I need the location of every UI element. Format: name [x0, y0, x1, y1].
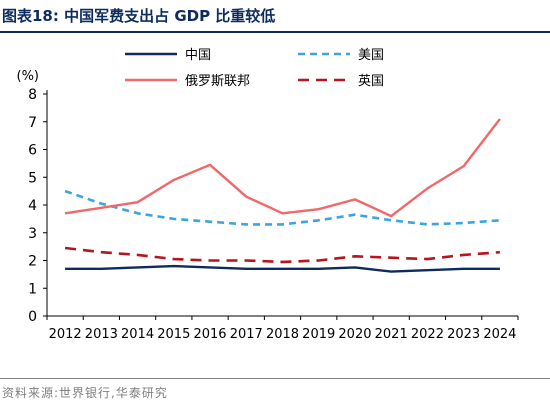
figure-title: 图表18: 中国军费支出占 GDP 比重较低 [2, 7, 276, 25]
series-line [65, 264, 500, 273]
y-axis-unit-label: (%) [17, 69, 40, 84]
series-line [64, 246, 500, 264]
x-tick-label: 2022 [411, 327, 444, 342]
series-line [64, 189, 500, 226]
x-tick-label: 2021 [375, 327, 408, 342]
x-tick-label: 2024 [483, 327, 516, 342]
source-note: 资料来源:世界银行,华泰研究 [2, 386, 168, 400]
y-tick-label: 0 [28, 309, 37, 325]
x-tick-label: 2020 [338, 327, 371, 342]
legend-label: 英国 [358, 74, 384, 89]
line-chart: 0 1 2 3 4 5 6 7 8 (%) 2012 2013 2014 2015 2016 2017 2018… [17, 48, 519, 342]
x-tick-label: 2016 [193, 327, 226, 342]
figure-header: 图表18: 中国军费支出占 GDP 比重较低 [0, 0, 550, 33]
legend-label: 中国 [185, 48, 211, 63]
chart-axes [43, 90, 519, 320]
legend-label: 美国 [358, 48, 384, 63]
legend-label: 俄罗斯联邦 [185, 74, 250, 89]
y-tick-label: 3 [28, 226, 37, 242]
y-tick-label: 1 [28, 281, 37, 297]
series-line [64, 118, 501, 218]
x-tick-label: 2019 [302, 327, 335, 342]
chart-series [64, 118, 501, 273]
x-tick-label: 2018 [266, 327, 299, 342]
y-tick-label: 7 [28, 115, 37, 131]
x-tick-label: 2012 [49, 327, 82, 342]
x-tick-label: 2013 [85, 327, 118, 342]
y-tick-label: 6 [28, 143, 37, 159]
x-tick-label: 2023 [447, 327, 480, 342]
footer-divider [0, 378, 550, 379]
x-tick-label: 2014 [121, 327, 154, 342]
y-tick-label: 4 [28, 198, 37, 214]
y-tick-label: 2 [28, 254, 37, 270]
x-tick-label: 2015 [157, 327, 190, 342]
y-tick-label: 5 [28, 170, 37, 186]
x-tick-label: 2017 [230, 327, 263, 342]
y-tick-label: 8 [28, 87, 37, 103]
title-divider [0, 31, 550, 33]
chart-tick-labels: 0 1 2 3 4 5 6 7 8 (%) 2012 2013 2014 2015 2016 2017 2018… [17, 69, 517, 342]
